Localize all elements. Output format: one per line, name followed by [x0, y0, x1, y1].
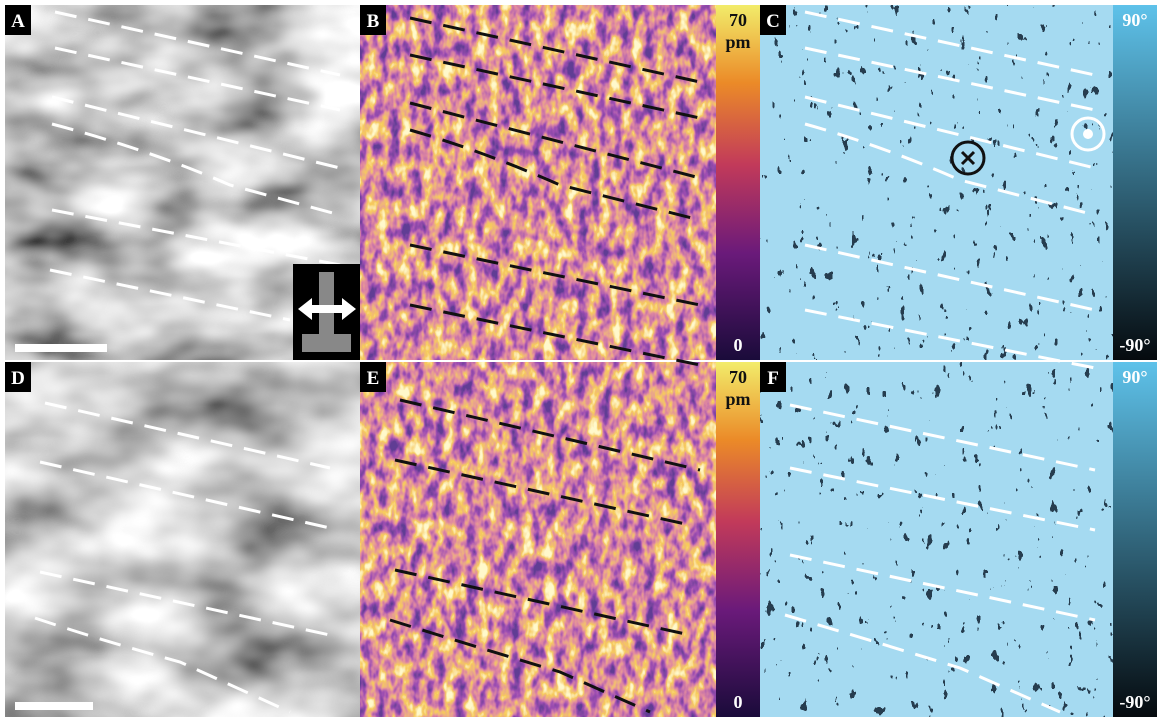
scale-bar: [15, 344, 107, 352]
page: A B C D E F 70 pm 0 90° -90° 70 pm 0 90°…: [0, 0, 1157, 719]
phase-image: [760, 5, 1113, 360]
colorbar-unit: pm: [725, 389, 750, 409]
colorbar-min: -90°: [1119, 335, 1150, 355]
colorbar: [716, 362, 760, 717]
colorbar-min: -90°: [1119, 692, 1150, 712]
colorbar: [1113, 362, 1157, 717]
amplitude-image: [360, 362, 716, 717]
colorbar-max: 90°: [1122, 10, 1147, 30]
panel-label: A: [11, 11, 25, 32]
colorbar: [716, 5, 760, 360]
panel-label: D: [11, 368, 25, 389]
panel-label: C: [766, 11, 780, 32]
figure: A B C D E F 70 pm 0 90° -90° 70 pm 0 90°…: [0, 0, 1157, 719]
panel-label: F: [767, 368, 779, 389]
colorbar: [1113, 5, 1157, 360]
colorbar-max: 70: [729, 367, 747, 387]
colorbar-min: 0: [734, 692, 743, 712]
colorbar-max: 90°: [1122, 367, 1147, 387]
colorbar-unit: pm: [725, 32, 750, 52]
marker-dot: [1083, 129, 1093, 139]
colorbar-min: 0: [734, 335, 743, 355]
phase-image: [760, 362, 1113, 717]
cantilever-icon: [293, 264, 360, 360]
scale-bar: [15, 702, 93, 710]
panel-label: B: [367, 11, 380, 32]
colorbar-max: 70: [729, 10, 747, 30]
panel-label: E: [367, 368, 380, 389]
